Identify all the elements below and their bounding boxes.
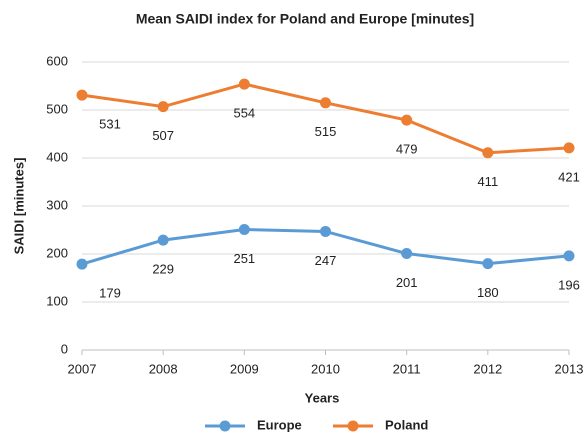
- data-label: 411: [477, 174, 498, 189]
- data-point: [563, 142, 575, 154]
- data-point: [320, 97, 331, 109]
- data-label: 201: [396, 275, 418, 290]
- data-label: 515: [315, 124, 337, 139]
- x-tick-label: 2009: [230, 361, 259, 376]
- data-point: [238, 78, 250, 90]
- y-tick-label: 100: [46, 293, 68, 308]
- data-point: [157, 234, 169, 246]
- y-tick-label: 0: [61, 341, 68, 356]
- x-tick-label: 2008: [149, 361, 178, 376]
- y-tick-label: 300: [46, 197, 68, 212]
- data-point: [563, 250, 575, 262]
- data-label: 180: [477, 285, 499, 300]
- legend-marker: [219, 420, 231, 432]
- y-axis-label: SAIDI [minutes]: [11, 158, 26, 255]
- y-tick-label: 500: [46, 101, 68, 116]
- chart-title: Mean SAIDI index for Poland and Europe […: [136, 11, 474, 27]
- data-label: 421: [558, 169, 580, 184]
- data-point: [76, 258, 88, 270]
- x-axis-label: Years: [305, 390, 340, 405]
- data-point: [482, 147, 494, 159]
- x-tick-label: 2013: [555, 361, 584, 376]
- x-tick-label: 2010: [311, 361, 340, 376]
- y-tick-label: 600: [46, 53, 68, 68]
- data-point: [320, 225, 331, 237]
- data-label: 196: [558, 277, 580, 292]
- y-tick-label: 400: [46, 149, 68, 164]
- legend-label: Europe: [257, 417, 302, 432]
- data-label: 531: [99, 117, 121, 132]
- data-label: 507: [152, 128, 174, 143]
- data-label: 179: [99, 286, 121, 301]
- data-point: [238, 224, 250, 236]
- data-label: 247: [315, 253, 337, 268]
- data-label: 229: [152, 262, 174, 277]
- data-point: [401, 248, 413, 260]
- x-tick-label: 2011: [393, 361, 421, 376]
- y-tick-label: 200: [46, 245, 68, 260]
- data-label: 554: [233, 106, 255, 121]
- x-tick-label: 2007: [68, 361, 97, 376]
- legend-label: Poland: [385, 417, 428, 432]
- data-label: 479: [396, 142, 418, 157]
- data-point: [157, 101, 169, 113]
- data-label: 251: [233, 251, 255, 266]
- data-point: [482, 258, 494, 270]
- data-point: [401, 114, 413, 126]
- x-tick-label: 2012: [473, 361, 502, 376]
- legend-marker: [347, 420, 359, 432]
- data-point: [76, 89, 88, 101]
